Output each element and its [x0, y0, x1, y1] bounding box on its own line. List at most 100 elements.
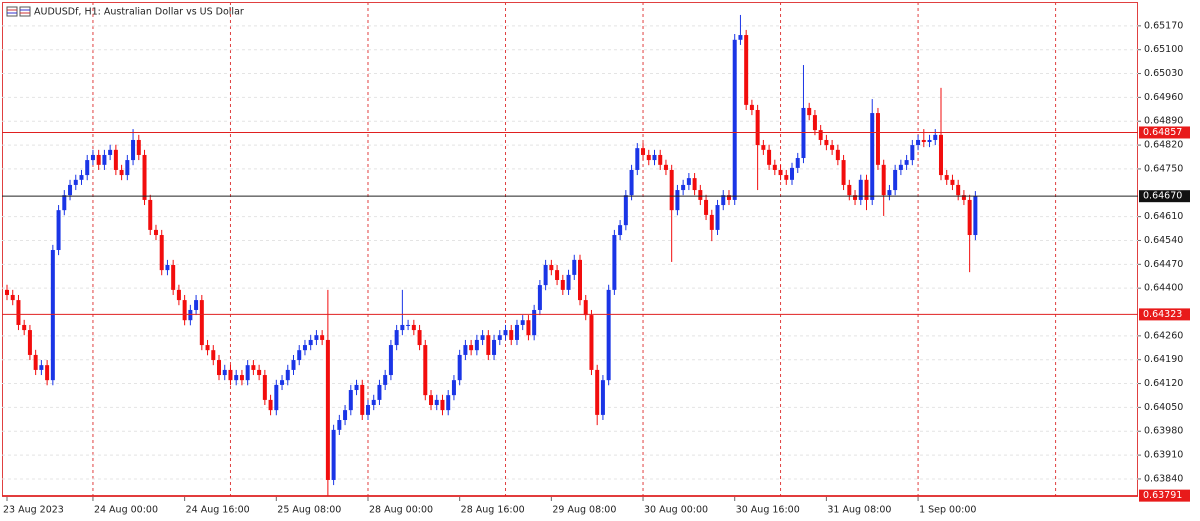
candle-body [669, 169, 674, 211]
y-tick-label: 0.63840 [1144, 473, 1183, 484]
candle-body [268, 399, 273, 411]
candle-body [228, 369, 233, 381]
candle-body [875, 113, 880, 165]
candle-body [950, 179, 955, 185]
candle-body [446, 395, 451, 411]
y-tick-label: 0.63910 [1144, 450, 1183, 461]
candle-body [56, 210, 61, 251]
candle-body [331, 429, 336, 480]
candle-body [520, 320, 525, 325]
candle-body [910, 145, 915, 161]
candle-body [732, 39, 737, 200]
candle-body [830, 145, 835, 150]
candle-body [870, 113, 875, 200]
candle-body [257, 369, 262, 376]
candle-body [188, 309, 193, 321]
candle-body [371, 399, 376, 406]
candle-body [73, 179, 78, 185]
x-tick-label: 31 Aug 08:00 [827, 505, 891, 516]
candle-body [921, 139, 926, 143]
candle-body [274, 384, 279, 411]
candle-body [176, 289, 181, 301]
candle-body [119, 169, 124, 176]
x-tick-label: 24 Aug 16:00 [186, 505, 250, 516]
candle-body [383, 375, 388, 385]
candle-body [881, 164, 886, 196]
candle-body [543, 265, 548, 286]
candle-body [560, 279, 565, 290]
candle-body [365, 405, 370, 415]
candle-body [39, 365, 44, 370]
level-label-box [1139, 126, 1190, 139]
candle-body [360, 384, 365, 415]
y-tick-label: 0.64610 [1144, 211, 1183, 222]
candle-body [394, 330, 399, 346]
candle-body [663, 164, 668, 170]
x-tick-label: 30 Aug 16:00 [736, 505, 800, 516]
candle-body [68, 184, 73, 196]
plot-frame [2, 2, 1138, 497]
y-tick-label: 0.64050 [1144, 402, 1183, 413]
candle-body [595, 369, 600, 415]
x-tick-label: 25 Aug 08:00 [277, 505, 341, 516]
candle-body [16, 300, 21, 325]
candle-body [532, 309, 537, 336]
candle-body [113, 149, 118, 170]
y-tick-label: 0.64400 [1144, 283, 1183, 294]
candle-body [308, 339, 313, 346]
candle-body [744, 35, 749, 105]
candle-body [807, 107, 812, 116]
candle-body [916, 139, 921, 146]
candle-body [457, 354, 462, 381]
candle-body [812, 115, 817, 131]
candle-body [182, 300, 187, 321]
candle-body [944, 175, 949, 180]
y-tick-label: 0.64820 [1144, 140, 1183, 151]
candle-body [62, 195, 67, 211]
candle-body [406, 324, 411, 326]
candle-body [549, 265, 554, 271]
candle-body [96, 154, 101, 165]
level-label: 0.64323 [1143, 309, 1182, 320]
candle-body [841, 160, 846, 185]
candle-body [33, 354, 38, 370]
candle-body [486, 335, 491, 355]
candle-body [423, 345, 428, 396]
candle-body [480, 335, 485, 340]
candle-body [629, 169, 634, 196]
candle-body [440, 399, 445, 411]
candle-body [973, 196, 978, 236]
candle-body [623, 195, 628, 226]
grid [2, 2, 1138, 497]
candle-body [514, 324, 519, 340]
candle-body [234, 375, 239, 381]
candle-body [492, 339, 497, 355]
candle-body [211, 350, 216, 361]
y-tick-label: 0.64470 [1144, 259, 1183, 270]
candle-body [463, 345, 468, 355]
candle-body [761, 145, 766, 150]
candle-body [245, 365, 250, 381]
candle-body [217, 360, 222, 376]
icon-box [6, 6, 18, 17]
candle-body [148, 199, 153, 230]
candle-body [646, 154, 651, 161]
candle-body [555, 270, 560, 280]
candle-body [784, 175, 789, 180]
candle-body [159, 235, 164, 271]
candle-body [377, 384, 382, 400]
candle-body [469, 345, 474, 351]
candle-body [285, 369, 290, 381]
candle-body [337, 420, 342, 430]
candle-body [343, 410, 348, 421]
icon-box [19, 6, 31, 17]
candle-body [302, 345, 307, 351]
chart-title: AUDUSDf, H1: Australian Dollar vs US Dol… [34, 7, 244, 18]
candle-body [938, 134, 943, 176]
candle-body [887, 190, 892, 196]
symbol-icon [6, 6, 31, 17]
candle-body [790, 167, 795, 180]
candle-body [686, 178, 691, 185]
candle-body [411, 324, 416, 331]
